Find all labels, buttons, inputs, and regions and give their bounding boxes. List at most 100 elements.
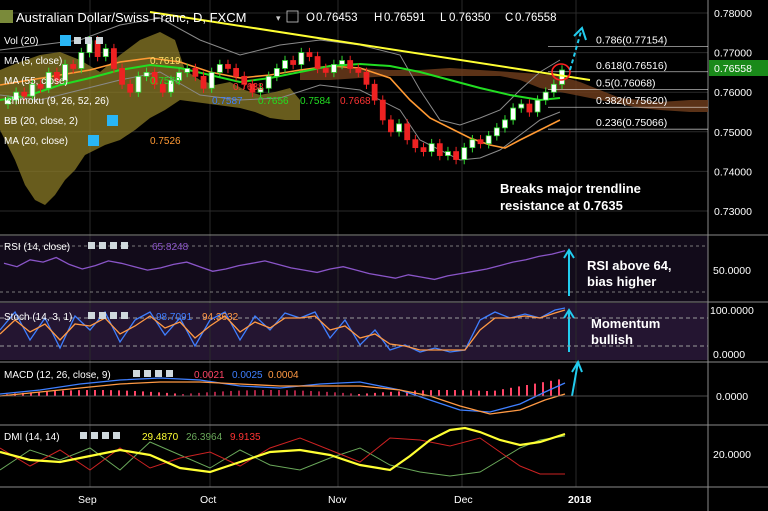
candle — [371, 83, 378, 101]
macd-histogram-bar — [534, 383, 536, 396]
dmi-adx-value: 29.4870 — [142, 432, 179, 443]
candle — [119, 68, 125, 85]
macd-settings-icon[interactable] — [133, 370, 173, 377]
macd-histogram-bar — [542, 382, 544, 396]
candle — [273, 68, 280, 77]
symbol-collapse-icon[interactable] — [0, 10, 13, 23]
candle — [5, 99, 11, 105]
dmi-legend: DMI (14, 14) — [4, 432, 60, 443]
macd-histogram-bar — [326, 391, 328, 396]
candle — [13, 91, 20, 101]
ma20-settings-icon[interactable] — [88, 135, 99, 146]
macd-histogram-bar — [262, 390, 264, 396]
macd-histogram-bar — [54, 390, 56, 396]
ichimoku-value-3: 0.7584 — [300, 96, 331, 107]
macd-line-value: 0.0025 — [232, 370, 263, 381]
low-value: 0.76350 — [449, 12, 491, 24]
symbol-title: Australian Dollar/Swiss Franc, D, FXCM — [16, 10, 246, 25]
vol-settings-icon[interactable] — [60, 35, 71, 46]
macd-histogram-bar — [518, 386, 520, 396]
annotation-rsi-line1: RSI above 64, — [587, 258, 672, 273]
candle — [322, 68, 329, 73]
candle — [265, 75, 272, 89]
symbol-settings-icon[interactable] — [286, 10, 299, 23]
macd-axis-tick: 0.0000 — [716, 391, 748, 403]
candle — [502, 119, 508, 129]
stoch-legend: Stoch (14, 3, 1) — [4, 312, 72, 323]
candle — [534, 99, 541, 113]
ichimoku-value-4: 0.7668 — [340, 96, 371, 107]
price-axis-tick: 0.74000 — [714, 166, 752, 178]
macd-histogram-bar — [462, 390, 464, 396]
fibonacci-label: 0.236(0.75066) — [596, 117, 667, 129]
arrows — [563, 26, 587, 397]
candle — [510, 107, 517, 121]
macd-histogram-bar — [134, 390, 136, 396]
candle — [233, 68, 240, 77]
candle — [559, 69, 565, 85]
candle — [225, 64, 231, 69]
macd-histogram-bar — [494, 390, 496, 396]
macd-histogram-bar — [182, 393, 184, 396]
stoch-axis-tick-top: 100.0000 — [710, 305, 754, 317]
macd-histogram-bar — [334, 392, 336, 396]
time-label-sep: Sep — [78, 494, 97, 506]
ma20-legend: MA (20, close) — [4, 136, 68, 147]
fibonacci-label: 0.5(0.76068) — [596, 78, 656, 90]
rsi-settings-icon[interactable] — [88, 242, 128, 249]
bb-legend: BB (20, close, 2) — [4, 116, 78, 127]
stoch-settings-icon[interactable] — [88, 312, 128, 319]
open-label: O — [306, 12, 315, 24]
ichimoku-value-1: 0.7587 — [212, 96, 243, 107]
macd-histogram-bar — [166, 392, 168, 396]
candle — [29, 83, 36, 97]
macd-histogram-bar — [422, 390, 424, 396]
candle — [241, 75, 248, 85]
dmi-settings-icon[interactable] — [80, 432, 120, 439]
ma55-value: 0.7570 — [150, 76, 181, 87]
stoch-axis-tick-bottom: 0.0000 — [713, 349, 745, 361]
fibonacci-levels: 0.786(0.77154) 0.618(0.76516) 0.5(0.76068)… — [548, 35, 708, 130]
rsi-line — [3, 250, 566, 281]
candle — [477, 139, 484, 145]
symbol-dropdown-icon[interactable]: ▾ — [276, 13, 281, 23]
candle — [45, 72, 52, 89]
macd-histogram-bar — [558, 379, 560, 396]
breakout-circle — [551, 63, 571, 81]
candle — [428, 143, 435, 152]
macd-histogram-bar — [78, 390, 80, 396]
candle — [518, 103, 525, 109]
macd-histogram-bar — [198, 392, 200, 396]
low-label: L — [440, 12, 447, 24]
macd-histogram-bar — [246, 390, 248, 396]
macd-histogram-bar — [446, 390, 448, 396]
high-label: H — [374, 12, 382, 24]
ichimoku-value-5: 0.7638 — [233, 82, 264, 93]
macd-histogram-bar — [430, 390, 432, 396]
bb-settings-icon[interactable] — [107, 115, 118, 126]
ma5-value: 0.7619 — [150, 56, 181, 67]
macd-histogram-bar — [486, 390, 488, 396]
candle — [21, 91, 28, 97]
price-axis-tick: 0.73000 — [714, 206, 752, 218]
macd-histogram-bar — [230, 390, 232, 396]
macd-legend: MACD (12, 26, close, 9) — [4, 370, 111, 381]
macd-histogram-bar — [382, 392, 384, 396]
ichimoku-value-2: 0.7656 — [258, 96, 289, 107]
stoch-d-value: 94.3632 — [202, 312, 239, 323]
macd-signal-line — [0, 381, 566, 415]
candle — [388, 119, 394, 133]
macd-histogram-bar — [238, 390, 240, 396]
ichimoku-cloud-late — [300, 66, 708, 112]
macd-histogram-bar — [22, 392, 24, 396]
ma5-legend: MA (5, close) — [4, 56, 62, 67]
rsi-axis-tick: 50.0000 — [713, 265, 751, 277]
macd-histogram-bar — [30, 392, 32, 396]
macd-histogram-bar — [502, 389, 504, 396]
macd-histogram-bar — [46, 391, 48, 396]
macd-histogram-bar — [478, 390, 480, 396]
macd-histogram-bar — [310, 390, 312, 396]
macd-histogram-bar — [214, 391, 216, 396]
macd-histogram-bar — [470, 390, 472, 396]
